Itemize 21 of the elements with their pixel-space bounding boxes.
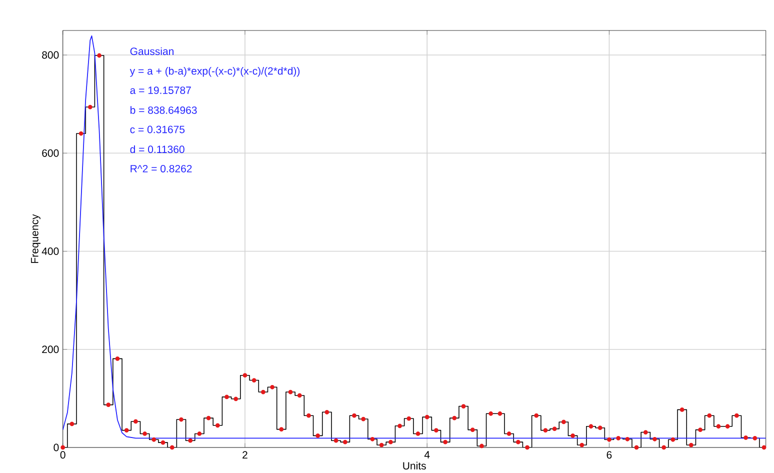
annotation: Gaussian: [130, 47, 174, 56]
annotation: R^2 = 0.8262: [130, 164, 192, 172]
x-tick-label: 4: [424, 451, 430, 458]
y-tick-label: 0: [54, 444, 59, 452]
y-tick-label: 600: [42, 149, 59, 157]
y-tick-label: 200: [42, 346, 59, 354]
annotation: b = 838.64963: [130, 106, 197, 114]
y-tick-label: 400: [42, 248, 59, 255]
annotation: *(x-c)/(2: [236, 66, 273, 77]
annotation: c = 0.31675: [130, 126, 185, 134]
x-axis-title: Units: [403, 462, 426, 470]
y-tick-label: 800: [42, 51, 59, 59]
x-tick-label: 2: [242, 451, 248, 459]
annotation: *d: [274, 66, 283, 75]
annotation: *d)): [283, 66, 300, 77]
y-axis-title: Frequency: [31, 214, 40, 263]
annotation: d = 0.11360: [130, 145, 184, 154]
x-tick-label: 6: [606, 451, 612, 459]
x-tick-label: 0: [60, 451, 66, 459]
annotation: a = 19.15787: [130, 86, 191, 94]
annotation: y = a + (b-a)*exp(-(x-c): [130, 66, 236, 77]
